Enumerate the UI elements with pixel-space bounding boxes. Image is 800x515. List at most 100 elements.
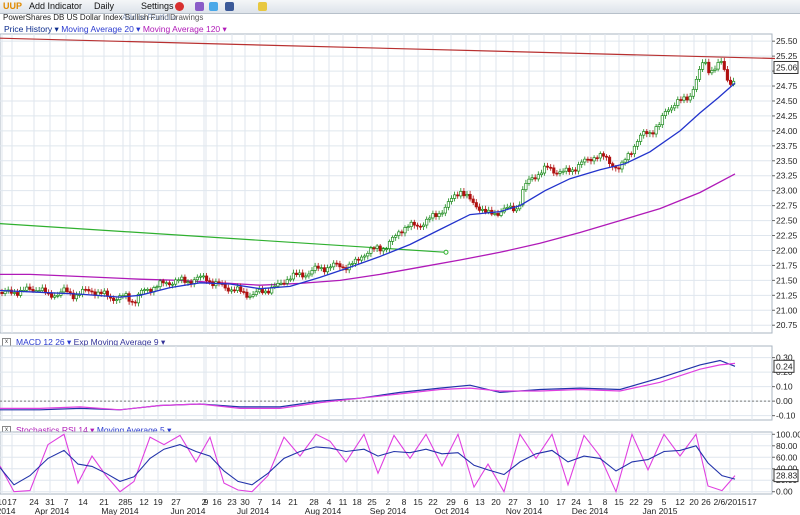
ma120-line <box>0 173 736 286</box>
candle-body <box>65 287 69 293</box>
x-month-label: Jan 2015 <box>643 506 678 515</box>
legend-ema9[interactable]: Exp Moving Average 9 <box>73 337 159 347</box>
chevron-down-icon[interactable]: ▾ <box>158 337 166 347</box>
security-info-bar: PowerShares DB US Dollar Index Bullish F… <box>0 13 800 24</box>
y-tick-label: 23.25 <box>776 171 798 181</box>
x-tick-label: 29 <box>643 497 653 507</box>
candle-body <box>177 279 181 282</box>
candle-body <box>539 172 543 176</box>
chevron-down-icon[interactable]: ▾ <box>64 337 74 347</box>
stoch-ma5-line <box>0 444 736 486</box>
chevron-down-icon[interactable]: ▾ <box>87 425 97 435</box>
candle-body <box>276 283 280 287</box>
x-tick-label: 14 <box>78 497 88 507</box>
candle-body <box>713 68 717 71</box>
drawings-link[interactable]: Drawings <box>170 13 204 22</box>
y-tick-label: 25.25 <box>776 51 798 61</box>
chevron-down-icon[interactable]: ▾ <box>164 425 172 435</box>
candle-body <box>369 247 373 254</box>
candle-body <box>381 248 385 252</box>
candle-body <box>372 247 376 250</box>
x-month-label: Aug 2014 <box>305 506 342 515</box>
last-price-box <box>773 60 799 74</box>
ma20-line <box>0 82 736 298</box>
macd-legend: MACD 12 26 ▾ Exp Moving Average 9 ▾ <box>16 337 165 348</box>
candle-body <box>515 208 519 212</box>
y-tick-label: 22.75 <box>776 201 798 211</box>
alert-icon[interactable] <box>175 2 184 11</box>
candle-body <box>208 280 212 283</box>
security-name: PowerShares DB US Dollar Index Bullish F… <box>3 13 169 22</box>
share-icon[interactable] <box>195 2 204 11</box>
x-tick-label: 2/6/2015 <box>713 497 746 507</box>
candle-body <box>167 282 171 286</box>
candle-body <box>186 281 190 284</box>
legend-ma5[interactable]: Moving Average 5 <box>96 425 165 435</box>
y-tick-label: 60.00 <box>776 452 798 462</box>
candle-body <box>425 218 429 226</box>
add-to-portfolio-link[interactable]: Add to Portfolio <box>122 13 177 22</box>
legend-macd[interactable]: MACD 12 26 <box>16 337 65 347</box>
candle-body <box>418 225 423 228</box>
legend-ma120[interactable]: Moving Average 120 <box>142 24 221 34</box>
y-tick-label: 80.00 <box>776 441 798 451</box>
chevron-down-icon[interactable]: ▾ <box>133 24 143 34</box>
x-tick-label: 18 <box>352 497 362 507</box>
chevron-down-icon[interactable]: ▾ <box>52 24 62 34</box>
candle-body <box>533 177 537 180</box>
candle-body <box>28 286 32 290</box>
facebook-icon[interactable] <box>225 2 234 11</box>
chevron-down-icon[interactable]: ▾ <box>220 24 227 34</box>
candle-body <box>601 153 605 157</box>
candle-body <box>635 141 640 147</box>
x-tick-label: 28 <box>118 497 128 507</box>
candle-body <box>322 267 326 273</box>
candle-body <box>524 183 528 191</box>
legend-ma20[interactable]: Moving Average 20 <box>61 24 134 34</box>
legend-price-history[interactable]: Price History <box>4 24 53 34</box>
last-price-label: 25.06 <box>776 62 798 72</box>
candle-body <box>25 286 29 291</box>
settings-button[interactable]: Settings <box>141 1 174 11</box>
candle-body <box>394 235 398 238</box>
x-tick-label: 15 <box>614 497 624 507</box>
legend-stoch-rsi[interactable]: Stochastics RSI 14 <box>16 425 88 435</box>
candle-body <box>468 193 472 200</box>
candle-body <box>139 289 144 295</box>
candle-body <box>412 221 416 226</box>
period-selector[interactable]: Daily <box>94 1 115 11</box>
candle-body <box>617 167 621 170</box>
price-legend: Price History ▾ Moving Average 20 ▾ Movi… <box>4 24 227 35</box>
twitter-icon[interactable] <box>209 2 218 11</box>
candle-body <box>487 209 491 213</box>
candle-body <box>161 280 165 284</box>
candle-body <box>74 294 78 300</box>
ticker-symbol[interactable]: UUP <box>3 1 23 11</box>
x-tick-label: 27 <box>171 497 181 507</box>
candle-body <box>676 99 680 106</box>
candle-body <box>270 286 274 294</box>
candle-body <box>521 189 525 206</box>
email-icon[interactable] <box>258 2 267 11</box>
candle-body <box>564 167 568 172</box>
candle-body <box>260 289 264 294</box>
x-tick-label: 13 <box>475 497 485 507</box>
x-tick-label: 21 <box>288 497 298 507</box>
candle-body <box>335 262 339 265</box>
candle-body <box>428 217 432 220</box>
candle-body <box>666 109 671 112</box>
candle-body <box>325 267 330 273</box>
add-indicator-button[interactable]: Add Indicator <box>29 1 83 11</box>
candle-body <box>143 289 147 291</box>
candle-body <box>62 287 66 293</box>
stoch-value-box <box>773 469 799 483</box>
panel-frame <box>0 431 773 495</box>
candle-body <box>728 79 733 85</box>
x-tick-label: 1 <box>588 497 593 507</box>
candle-body <box>115 299 119 302</box>
candle-body <box>719 61 723 63</box>
candle-body <box>632 145 636 155</box>
candle-body <box>623 159 627 163</box>
x-tick-label: 31 <box>45 497 55 507</box>
